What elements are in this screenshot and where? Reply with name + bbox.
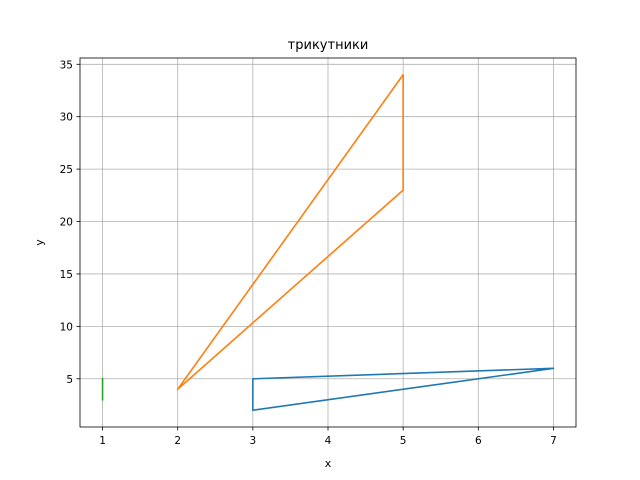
y-tick-label: 20 bbox=[60, 217, 73, 229]
y-tick-label: 25 bbox=[60, 164, 73, 176]
ticks: 1 2 3 4 5 6 7 5 10 15 20 25 30 35 bbox=[60, 59, 557, 447]
x-tick-label: 5 bbox=[400, 435, 407, 447]
x-tick-label: 6 bbox=[475, 435, 482, 447]
series-line-2 bbox=[176, 73, 404, 391]
chart-title: трикутники bbox=[288, 38, 369, 53]
series-line-1 bbox=[251, 367, 555, 412]
y-tick-label: 30 bbox=[60, 112, 73, 124]
x-tick-label: 2 bbox=[174, 435, 181, 447]
y-axis-label: y bbox=[33, 239, 46, 246]
x-tick-label: 3 bbox=[250, 435, 257, 447]
x-tick-label: 7 bbox=[550, 435, 557, 447]
series-layer bbox=[101, 73, 555, 412]
x-axis-label: x bbox=[325, 457, 332, 470]
y-tick-label: 10 bbox=[60, 321, 73, 333]
x-tick-label: 4 bbox=[325, 435, 332, 447]
y-tick-label: 15 bbox=[60, 269, 73, 281]
y-tick-label: 5 bbox=[66, 374, 73, 386]
y-tick-label: 35 bbox=[60, 59, 73, 71]
x-tick-label: 1 bbox=[99, 435, 106, 447]
